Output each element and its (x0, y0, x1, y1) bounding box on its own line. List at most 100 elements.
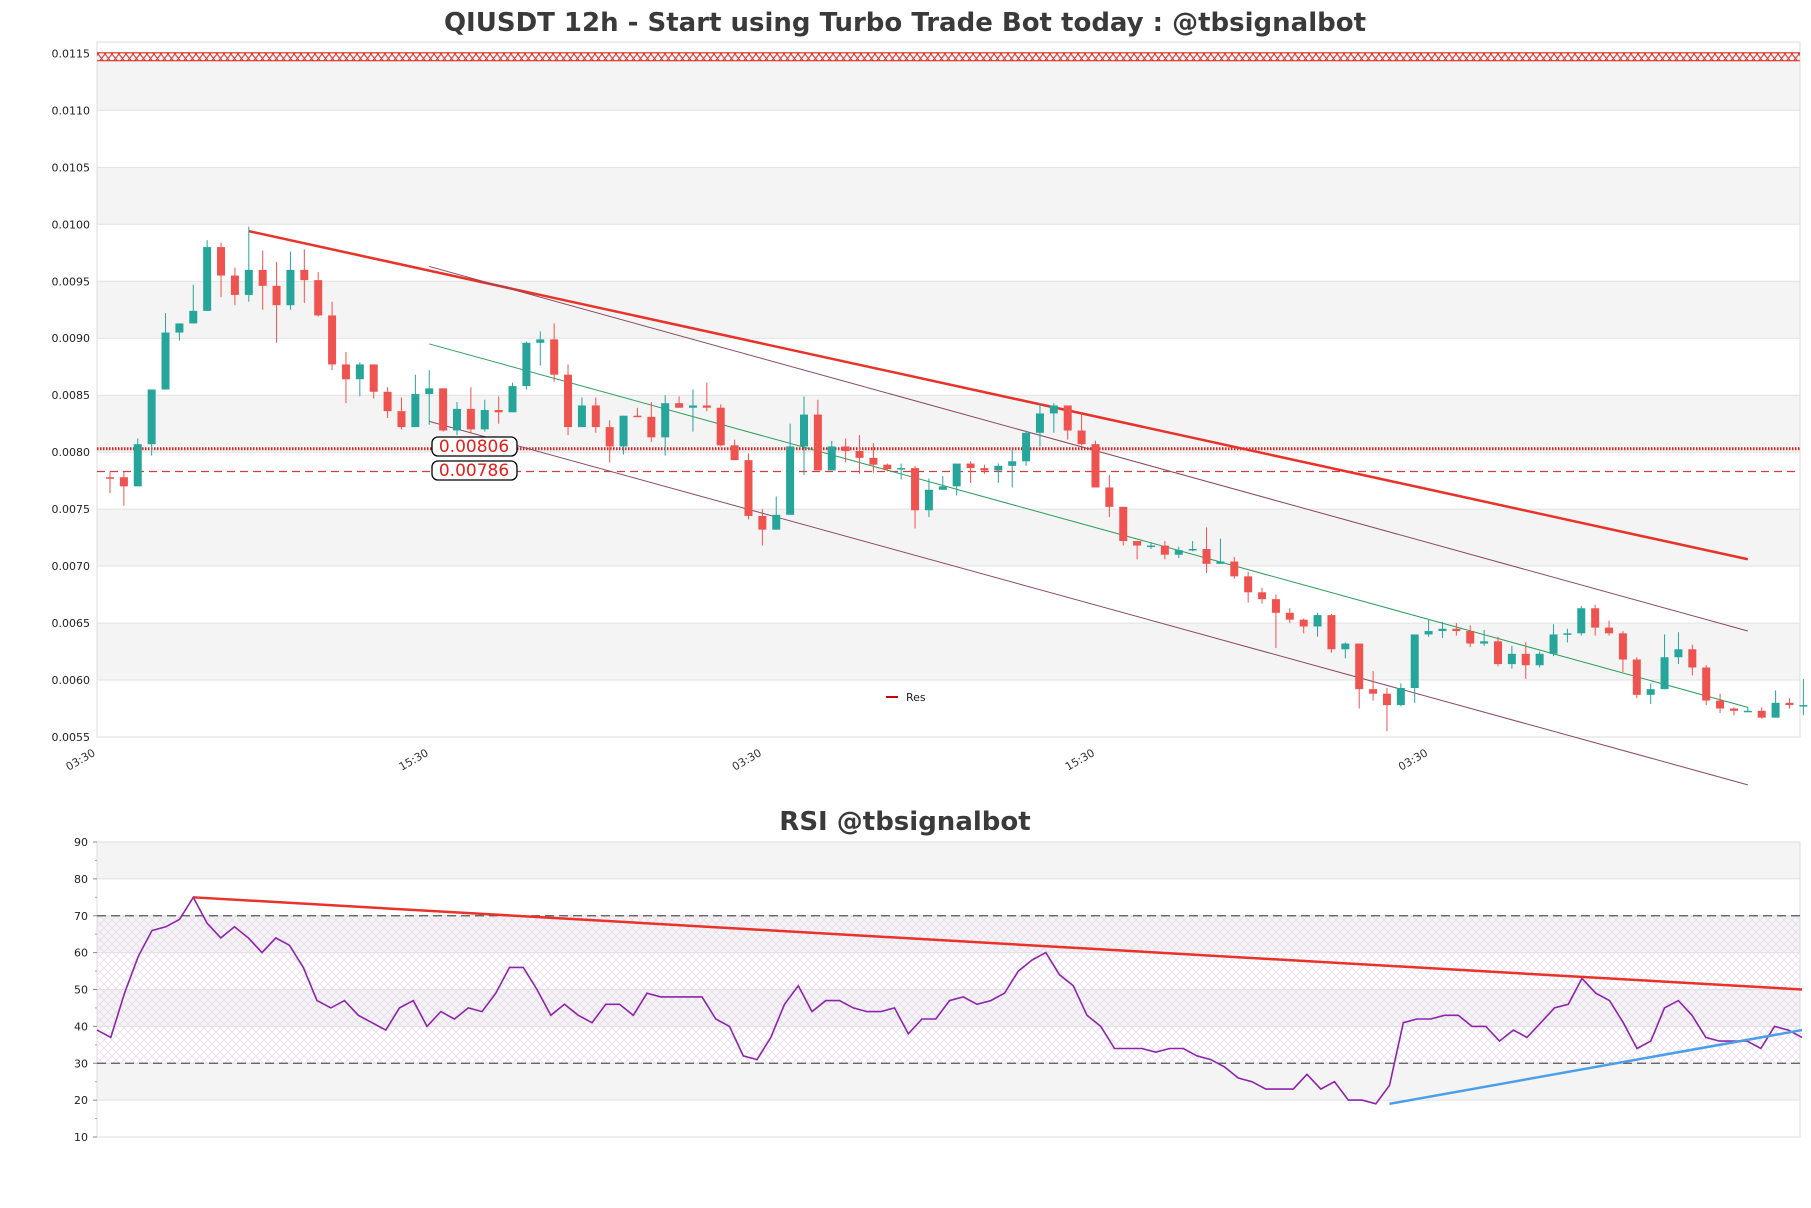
candle-body (1077, 430, 1086, 445)
candle-body (1285, 612, 1294, 620)
candle (938, 476, 947, 490)
candle (730, 439, 739, 461)
candle (772, 496, 781, 530)
candle (633, 407, 642, 418)
rsi-tick-label: 10 (74, 1131, 88, 1144)
candle-body (911, 468, 920, 511)
candle (1382, 688, 1391, 732)
candle (1216, 538, 1225, 564)
channel-upper (429, 265, 1748, 632)
main-plot-frame (96, 41, 1801, 738)
candle-body (1521, 653, 1530, 666)
main-y-axis: 0.0055 0.0060 0.0065 0.0070 0.0075 0.0080 0.00… (52, 47, 91, 744)
candle-body (1729, 708, 1738, 711)
candle (1355, 643, 1364, 709)
candle (841, 438, 850, 463)
level-label-786: 0.00786 (431, 460, 518, 481)
candle (855, 435, 864, 474)
rsi-tick-label: 50 (74, 984, 88, 997)
candle-body (203, 247, 212, 311)
candle-body (1035, 413, 1044, 433)
candle-body (1147, 545, 1155, 548)
candle (661, 395, 670, 456)
candle-body (1771, 702, 1780, 718)
candle (286, 251, 295, 310)
candle-body (550, 339, 559, 375)
rsi-band (97, 878, 1800, 916)
candle-body (675, 403, 684, 408)
candle-body (1674, 649, 1683, 658)
candle-body (1202, 549, 1211, 564)
candle-body (1785, 702, 1794, 706)
candle (1313, 612, 1322, 637)
rsi-band (97, 842, 1800, 879)
candle-body (1535, 653, 1544, 666)
candle-body (106, 477, 114, 479)
candle (217, 242, 226, 298)
candle (1133, 541, 1142, 560)
candle (1049, 403, 1058, 433)
candle (966, 461, 975, 483)
price-tick-label: 0.0115 (52, 47, 91, 60)
candle-body (605, 427, 614, 447)
candle-body (1049, 405, 1058, 414)
candle-body (1258, 592, 1267, 600)
candle (355, 362, 364, 397)
candle (1452, 623, 1461, 636)
candle (175, 323, 184, 341)
candle (1410, 634, 1419, 703)
candle-body (730, 445, 739, 461)
candle (1091, 440, 1100, 488)
candle (1799, 678, 1808, 716)
candle-body (1105, 487, 1114, 507)
time-tick-label: 03:30 (730, 746, 764, 773)
candle (786, 423, 795, 515)
candle-body (536, 339, 545, 343)
candle-body (1716, 700, 1725, 709)
candle (272, 261, 281, 343)
candle-body (286, 269, 295, 306)
candle (1008, 449, 1017, 488)
candle-body (577, 405, 586, 428)
candle-body (869, 457, 878, 465)
candle-body (591, 405, 600, 428)
candle (1147, 542, 1155, 550)
price-tick-label: 0.0075 (52, 503, 91, 516)
rsi-y-axis: 10 20 30 40 50 60 70 80 90 (74, 836, 97, 1144)
candle (1785, 698, 1794, 709)
candle (1646, 683, 1655, 704)
candle-body (1174, 550, 1183, 555)
candle-body (1646, 689, 1655, 695)
candle (1160, 541, 1169, 560)
candle-body (230, 275, 239, 295)
candle (1341, 642, 1350, 659)
candle (1105, 474, 1114, 518)
candle-body (855, 451, 864, 458)
candle (577, 397, 586, 428)
candle (1202, 527, 1211, 573)
candle (647, 402, 656, 442)
candle-body (1271, 599, 1280, 613)
candle (1327, 613, 1336, 653)
candle-body (1091, 444, 1100, 488)
candle-body (702, 405, 711, 408)
candle-body (1618, 633, 1627, 660)
price-tick-label: 0.0090 (52, 332, 91, 345)
legend-res-label: Res (906, 691, 926, 704)
candle (480, 399, 489, 432)
candle (1549, 624, 1558, 657)
price-tick-label: 0.0055 (52, 731, 91, 744)
candle-body (494, 410, 503, 413)
candle-body (1757, 710, 1766, 718)
candle-body (1466, 631, 1475, 644)
rsi-trendlines (193, 896, 1803, 1106)
candle-body (924, 489, 933, 511)
candle-body (425, 388, 434, 395)
candle-body (355, 364, 364, 380)
candle (106, 471, 114, 494)
candle-body (1216, 561, 1225, 564)
level-label-806: 0.00806 (431, 436, 518, 457)
candle-body (453, 408, 461, 431)
candle (591, 397, 600, 433)
candle (1674, 632, 1683, 665)
